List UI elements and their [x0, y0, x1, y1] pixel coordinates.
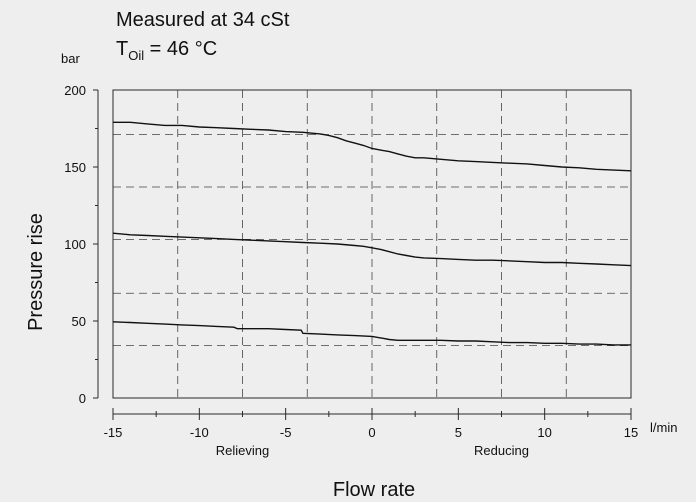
y-unit-label: bar — [61, 51, 80, 66]
x-tick-label: 10 — [537, 425, 551, 440]
x-tick-label: 0 — [368, 425, 375, 440]
x-axis-label: Flow rate — [333, 479, 415, 501]
region-label: Relieving — [216, 443, 269, 458]
series-layer — [112, 121, 632, 346]
chart-title: Measured at 34 cSt — [116, 9, 290, 31]
grid — [113, 90, 631, 398]
plot-frame — [112, 89, 632, 399]
series-line-2 — [112, 232, 632, 267]
y-tick-label: 150 — [64, 160, 86, 175]
x-unit-label: l/min — [650, 420, 677, 435]
x-tick-label: -5 — [280, 425, 292, 440]
region-labels: Relieving Reducing — [216, 443, 529, 458]
series-line-3 — [112, 321, 631, 346]
region-label: Reducing — [474, 443, 529, 458]
x-tick-label: 5 — [455, 425, 462, 440]
chart-subtitle: TOil = 46 °C — [116, 38, 217, 63]
x-tick-label: 15 — [624, 425, 638, 440]
x-tick-label: -10 — [190, 425, 209, 440]
y-tick-label: 200 — [64, 83, 86, 98]
x-axis: -15 -10 -5 0 5 10 15 — [104, 408, 638, 440]
x-tick-label: -15 — [104, 425, 123, 440]
series-line-1 — [113, 121, 632, 172]
y-axis-label: Pressure rise — [25, 213, 47, 331]
y-tick-label: 50 — [72, 314, 86, 329]
y-axis: 0 50 100 150 200 — [64, 83, 99, 406]
y-tick-label: 0 — [79, 391, 86, 406]
y-tick-label: 100 — [64, 237, 86, 252]
